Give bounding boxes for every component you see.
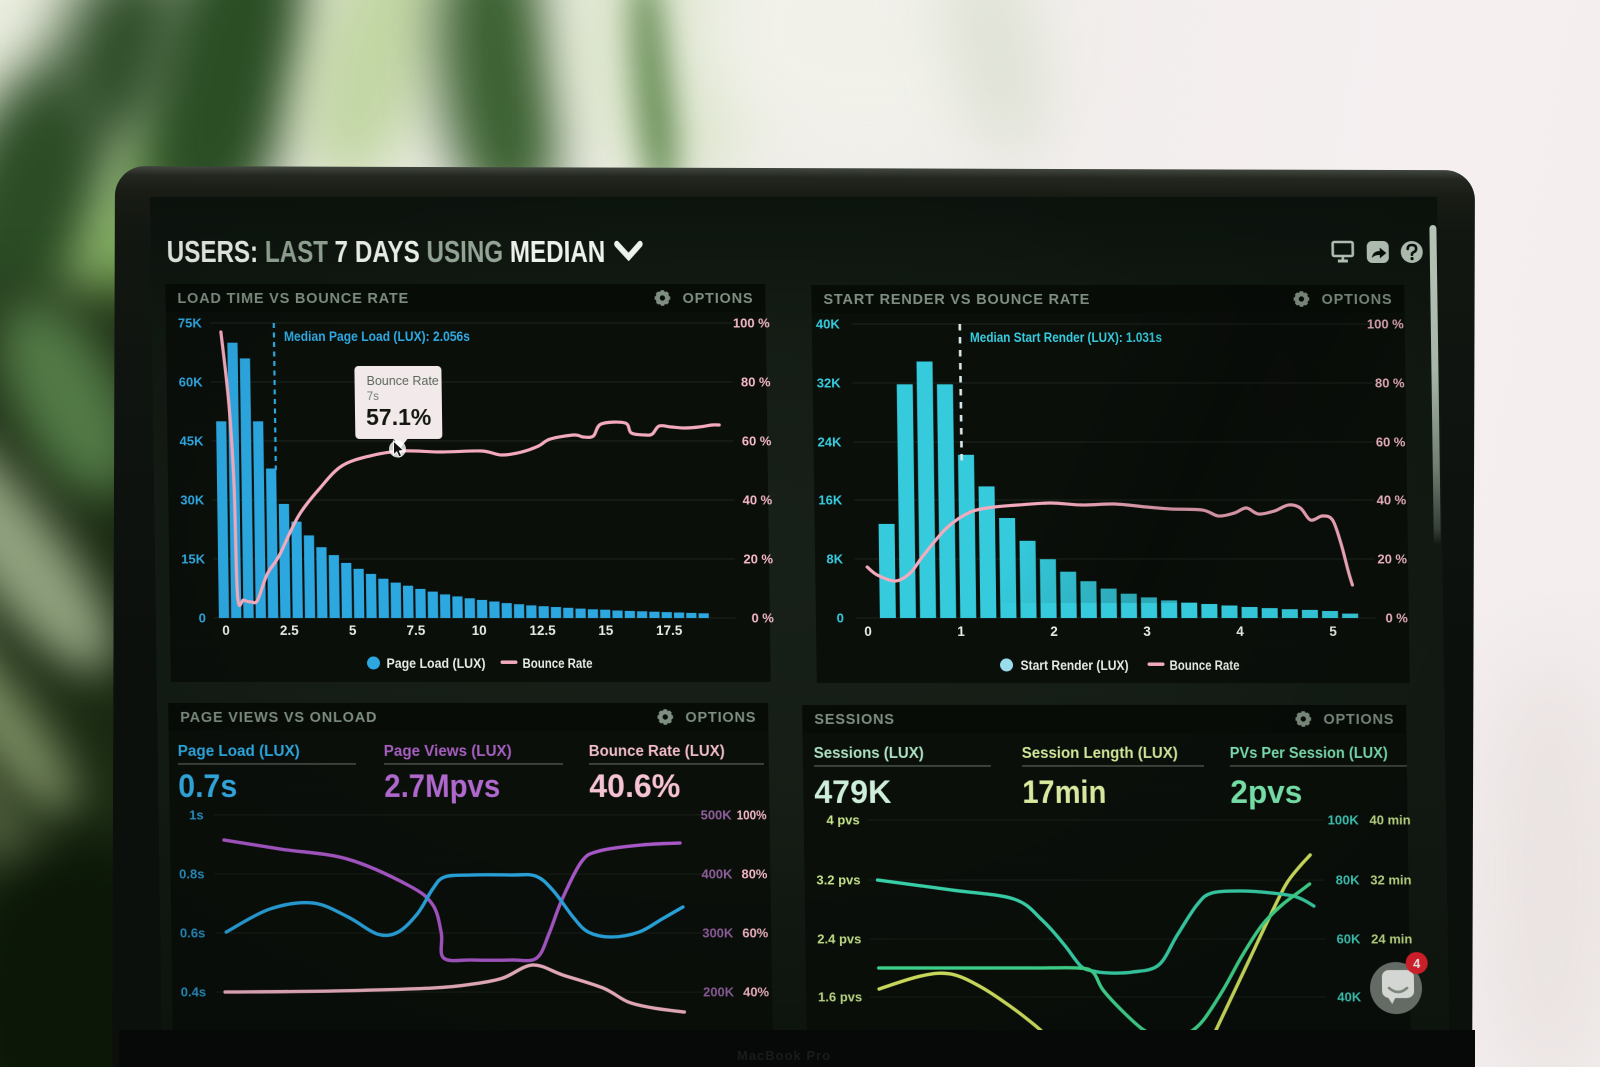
- svg-text:60%: 60%: [742, 926, 769, 941]
- svg-text:1s: 1s: [189, 808, 204, 823]
- svg-text:Median Start Render (LUX): 1.0: Median Start Render (LUX): 1.031s: [970, 330, 1162, 345]
- svg-text:2.4 pvs: 2.4 pvs: [817, 932, 861, 947]
- svg-text:479K: 479K: [814, 774, 892, 810]
- svg-text:60K: 60K: [1336, 932, 1361, 947]
- svg-text:0 %: 0 %: [1385, 611, 1408, 626]
- svg-text:LOAD TIME VS BOUNCE RATE: LOAD TIME VS BOUNCE RATE: [177, 291, 409, 307]
- svg-text:40.6%: 40.6%: [589, 768, 681, 804]
- svg-text:0.8s: 0.8s: [179, 867, 205, 882]
- svg-text:100%: 100%: [737, 808, 768, 823]
- svg-text:80 %: 80 %: [1375, 376, 1405, 391]
- svg-text:32K: 32K: [817, 376, 842, 391]
- svg-text:40 min: 40 min: [1369, 813, 1410, 828]
- svg-text:4: 4: [1236, 624, 1244, 639]
- svg-text:2.7Mpvs: 2.7Mpvs: [384, 768, 501, 804]
- svg-text:16K: 16K: [818, 493, 843, 508]
- svg-text:40 %: 40 %: [742, 493, 772, 508]
- svg-text:300K: 300K: [702, 926, 734, 941]
- svg-text:START RENDER VS BOUNCE RATE: START RENDER VS BOUNCE RATE: [823, 292, 1090, 308]
- svg-text:PAGE VIEWS VS ONLOAD: PAGE VIEWS VS ONLOAD: [180, 710, 377, 726]
- svg-text:60K: 60K: [179, 375, 204, 390]
- svg-text:0.4s: 0.4s: [181, 985, 207, 1000]
- svg-text:0: 0: [199, 611, 206, 626]
- svg-text:17min: 17min: [1022, 774, 1107, 810]
- svg-text:500K: 500K: [701, 808, 733, 823]
- svg-text:OPTIONS: OPTIONS: [1321, 292, 1392, 308]
- svg-text:7s: 7s: [367, 391, 380, 403]
- svg-text:32 min: 32 min: [1370, 873, 1411, 888]
- svg-text:2pvs: 2pvs: [1230, 774, 1303, 810]
- svg-text:Bounce Rate: Bounce Rate: [366, 374, 439, 388]
- svg-text:5: 5: [1329, 624, 1337, 639]
- svg-text:60 %: 60 %: [742, 434, 772, 449]
- svg-text:2: 2: [1050, 624, 1058, 639]
- svg-text:200K: 200K: [703, 985, 735, 1000]
- svg-text:80K: 80K: [1336, 873, 1361, 888]
- svg-text:1.6 pvs: 1.6 pvs: [818, 990, 862, 1005]
- svg-text:4: 4: [1413, 956, 1421, 971]
- svg-text:Page Views (LUX): Page Views (LUX): [384, 743, 512, 760]
- svg-text:Median Page Load (LUX): 2.056s: Median Page Load (LUX): 2.056s: [284, 329, 470, 344]
- svg-text:1: 1: [957, 624, 965, 639]
- svg-text:Sessions (LUX): Sessions (LUX): [814, 745, 924, 762]
- svg-text:5: 5: [349, 623, 357, 638]
- svg-text:400K: 400K: [701, 867, 733, 882]
- svg-text:7.5: 7.5: [406, 623, 425, 638]
- svg-text:15K: 15K: [181, 552, 206, 567]
- svg-text:8K: 8K: [826, 552, 843, 567]
- svg-text:0 %: 0 %: [751, 611, 774, 626]
- svg-text:40K: 40K: [816, 317, 841, 332]
- svg-text:15: 15: [598, 623, 614, 638]
- svg-text:100K: 100K: [1328, 813, 1360, 828]
- svg-text:40K: 40K: [1337, 990, 1362, 1005]
- svg-text:100 %: 100 %: [733, 316, 771, 331]
- svg-text:20 %: 20 %: [743, 552, 773, 567]
- svg-text:30K: 30K: [180, 493, 205, 508]
- svg-text:OPTIONS: OPTIONS: [682, 291, 753, 307]
- svg-text:0: 0: [837, 611, 844, 626]
- svg-text:60 %: 60 %: [1376, 435, 1406, 450]
- svg-text:20 %: 20 %: [1377, 552, 1407, 567]
- svg-text:45K: 45K: [179, 434, 204, 449]
- svg-text:0: 0: [222, 623, 230, 638]
- svg-text:Page Load (LUX): Page Load (LUX): [178, 743, 300, 760]
- svg-text:40 %: 40 %: [1376, 493, 1406, 508]
- svg-text:2.5: 2.5: [280, 623, 299, 638]
- svg-text:10: 10: [472, 623, 487, 638]
- svg-text:Bounce Rate: Bounce Rate: [522, 656, 593, 671]
- svg-text:Bounce Rate: Bounce Rate: [1169, 658, 1240, 673]
- svg-text:80%: 80%: [741, 867, 768, 882]
- svg-text:OPTIONS: OPTIONS: [1323, 712, 1394, 728]
- svg-text:Session Length (LUX): Session Length (LUX): [1022, 745, 1178, 762]
- svg-text:3: 3: [1143, 624, 1151, 639]
- svg-text:Page Load (LUX): Page Load (LUX): [386, 656, 485, 671]
- svg-text:24 min: 24 min: [1371, 932, 1412, 947]
- svg-text:12.5: 12.5: [529, 623, 556, 638]
- svg-text:24K: 24K: [817, 435, 842, 450]
- svg-text:Bounce Rate (LUX): Bounce Rate (LUX): [589, 743, 725, 760]
- svg-text:0.7s: 0.7s: [178, 768, 238, 804]
- svg-text:OPTIONS: OPTIONS: [685, 710, 756, 726]
- svg-text:40%: 40%: [743, 985, 770, 1000]
- svg-text:75K: 75K: [178, 316, 203, 331]
- svg-text:PVs Per Session (LUX): PVs Per Session (LUX): [1230, 745, 1388, 762]
- svg-text:4 pvs: 4 pvs: [826, 813, 859, 828]
- svg-text:80 %: 80 %: [741, 375, 771, 390]
- svg-text:3.2 pvs: 3.2 pvs: [816, 873, 860, 888]
- svg-text:0: 0: [864, 624, 872, 639]
- svg-text:57.1%: 57.1%: [366, 404, 432, 430]
- svg-text:17.5: 17.5: [656, 623, 683, 638]
- svg-text:Start Render (LUX): Start Render (LUX): [1020, 658, 1128, 673]
- svg-text:SESSIONS: SESSIONS: [814, 712, 895, 728]
- svg-text:100 %: 100 %: [1367, 317, 1405, 332]
- svg-text:0.6s: 0.6s: [180, 926, 206, 941]
